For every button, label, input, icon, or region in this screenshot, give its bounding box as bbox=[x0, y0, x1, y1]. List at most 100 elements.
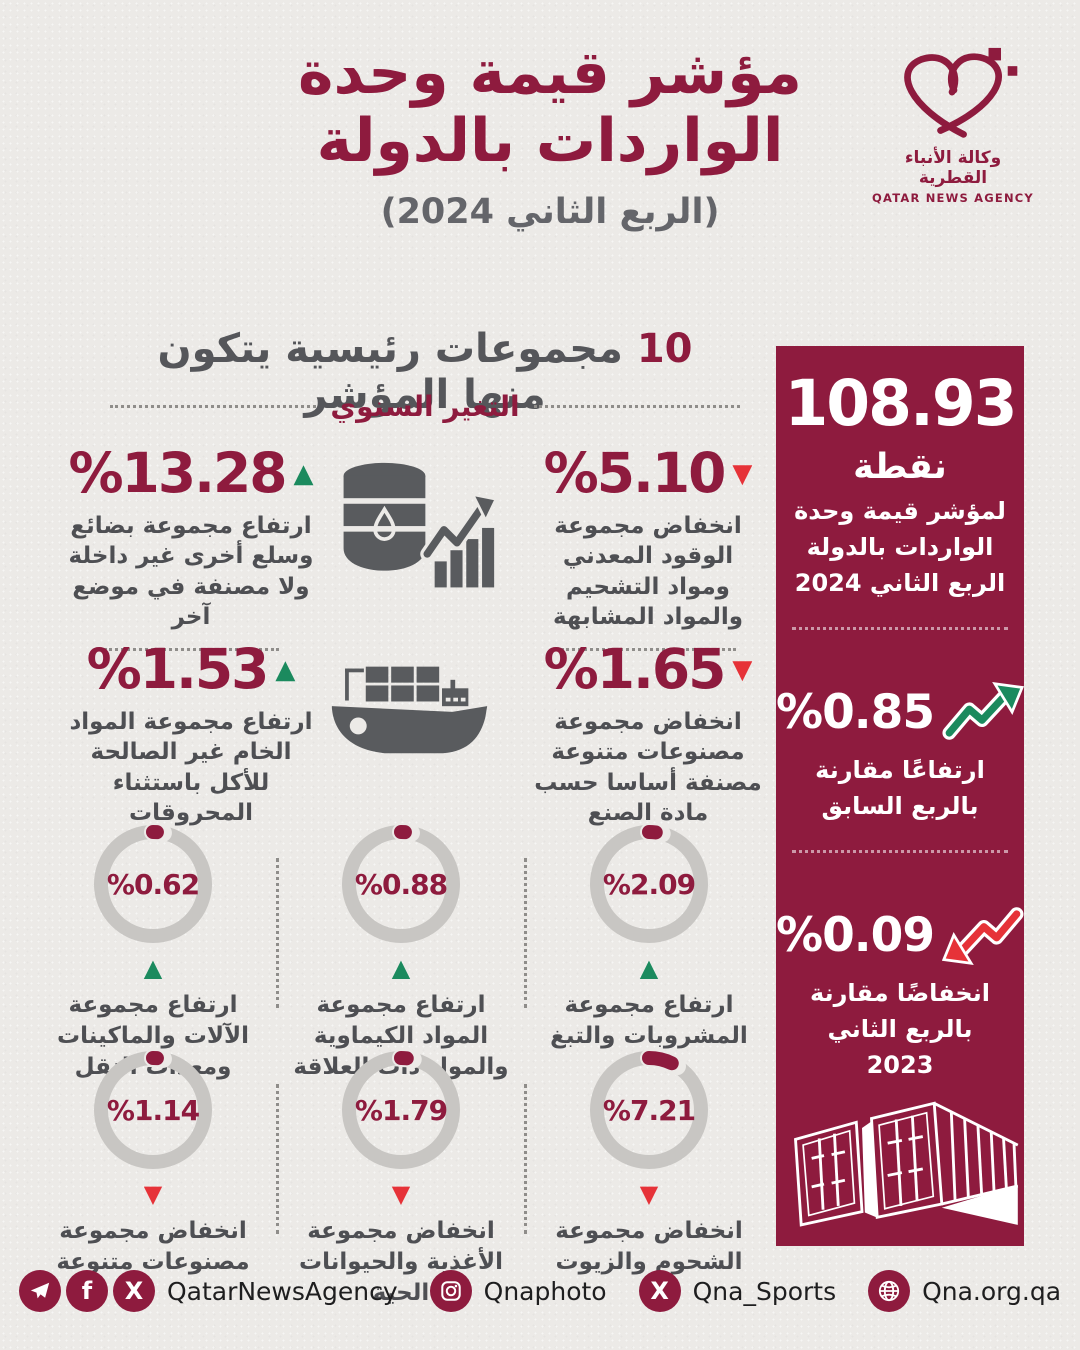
donut-label: ارتفاع مجموعة المشروبات والتبغ bbox=[550, 992, 748, 1050]
instagram-icon[interactable] bbox=[429, 1270, 472, 1312]
stat-other-goods: %13.28 ▲ ارتفاع مجموعة بضائع وسلع أخرى غ… bbox=[66, 446, 316, 652]
stat-number: %5.10 bbox=[543, 441, 727, 505]
donut-misc-manufactures: %1.14 ▼ انخفاض مجموعة مصنوعات متنوعة bbox=[38, 1044, 268, 1278]
dotted-line bbox=[533, 405, 741, 408]
handle-main[interactable]: QatarNewsAgency bbox=[166, 1276, 398, 1306]
yoy-change: %0.09 bbox=[776, 903, 1024, 967]
stat-label: ارتفاع مجموعة بضائع وسلع أخرى غير داخلة … bbox=[68, 513, 314, 631]
donut-food-animals: %1.79 ▼ انخفاض مجموعة الأغذية والحيوانات… bbox=[286, 1044, 516, 1309]
dotted-vertical-separator bbox=[276, 858, 279, 1008]
title-line-2: الواردات بالدولة bbox=[316, 105, 785, 176]
stat-raw-materials: %1.53 ▲ ارتفاع مجموعة المواد الخام غير ا… bbox=[66, 642, 316, 828]
dotted-separator bbox=[560, 648, 736, 652]
x-icon[interactable]: X bbox=[112, 1270, 155, 1312]
up-triangle-icon: ▲ bbox=[391, 954, 411, 982]
up-trend-arrow-icon bbox=[942, 682, 1024, 740]
stat-value: %1.53 ▲ bbox=[66, 642, 316, 697]
social-group-main[interactable]: f X QatarNewsAgency bbox=[18, 1270, 398, 1312]
donut-chart: %0.62 bbox=[87, 818, 219, 950]
donut-value: %1.14 bbox=[106, 1093, 200, 1127]
yoy-label: انخفاضًا مقارنة بالربع الثاني 2023 bbox=[810, 979, 990, 1079]
title-line-1: مؤشر قيمة وحدة bbox=[298, 38, 803, 108]
groups-count: 10 bbox=[636, 326, 693, 372]
donut-label: انخفاض مجموعة مصنوعات متنوعة bbox=[56, 1218, 250, 1276]
annual-change-label: التغير السنوي bbox=[330, 390, 520, 423]
dotted-separator bbox=[103, 648, 279, 652]
stat-number: %1.53 bbox=[86, 637, 270, 701]
stat-label: ارتفاع مجموعة المواد الخام غير الصالحة ل… bbox=[69, 709, 313, 827]
page-title: مؤشر قيمة وحدة الواردات بالدولة (الربع ا… bbox=[140, 38, 960, 232]
donut-chart: %1.79 bbox=[335, 1044, 467, 1176]
up-triangle-icon: ▲ bbox=[639, 954, 659, 982]
donut-value: %2.09 bbox=[602, 867, 696, 901]
up-triangle-icon: ▲ bbox=[293, 458, 314, 489]
x-icon[interactable]: X bbox=[638, 1270, 681, 1312]
handle-sports[interactable]: Qna_Sports bbox=[692, 1276, 837, 1306]
qoq-change: %0.85 bbox=[776, 680, 1024, 744]
dotted-vertical-separator bbox=[524, 858, 527, 1008]
stat-misc-manufactures-by-material: %1.65 ▼ انخفاض مجموعة مصنوعات متنوعة مصن… bbox=[528, 642, 768, 828]
groups-count-text: مجموعات رئيسية يتكون منها المؤشر bbox=[157, 326, 623, 418]
stat-mineral-fuel: %5.10 ▼ انخفاض مجموعة الوقود المعدني ومو… bbox=[528, 446, 768, 652]
index-value: 108.93 bbox=[784, 367, 1017, 440]
down-triangle-icon: ▼ bbox=[732, 654, 753, 685]
donut-value: %0.62 bbox=[106, 867, 200, 901]
stat-value: %13.28 ▲ bbox=[66, 446, 316, 501]
handle-instagram[interactable]: Qnaphoto bbox=[483, 1276, 607, 1306]
container-ship-icon bbox=[330, 662, 490, 776]
facebook-icon[interactable]: f bbox=[65, 1270, 108, 1312]
index-summary-panel: 108.93 نقطة لمؤشر قيمة وحدة الواردات بال… bbox=[776, 346, 1024, 1246]
social-icon-trio: f X bbox=[18, 1270, 155, 1312]
donut-chart: %0.88 bbox=[335, 818, 467, 950]
donut-fats-oils: %7.21 ▼ انخفاض مجموعة الشحوم والزيوت bbox=[534, 1044, 764, 1278]
dotted-vertical-separator bbox=[276, 1084, 279, 1234]
telegram-icon[interactable] bbox=[18, 1270, 61, 1312]
social-group-instagram[interactable]: Qnaphoto bbox=[429, 1270, 607, 1312]
logo-english-name: QATAR NEWS AGENCY bbox=[872, 191, 1034, 205]
donut-beverages-tobacco: %2.09 ▲ ارتفاع مجموعة المشروبات والتبغ bbox=[534, 818, 764, 1052]
annual-change-divider: التغير السنوي bbox=[110, 390, 741, 423]
index-unit: نقطة bbox=[853, 447, 947, 487]
oil-barrel-chart-icon bbox=[338, 452, 499, 606]
stat-value: %1.65 ▼ bbox=[528, 642, 768, 697]
shipping-containers-icon bbox=[794, 1101, 1019, 1227]
donut-chart: %1.14 bbox=[87, 1044, 219, 1176]
stat-number: %1.65 bbox=[543, 637, 727, 701]
up-triangle-icon: ▲ bbox=[143, 954, 163, 982]
donut-label: ارتفاع مجموعة المواد الكيماوية والمواد ذ… bbox=[293, 992, 509, 1081]
handle-website[interactable]: Qna.org.qa bbox=[922, 1276, 1062, 1306]
stat-label: انخفاض مجموعة الوقود المعدني ومواد التشح… bbox=[552, 513, 744, 631]
donut-value: %7.21 bbox=[602, 1093, 696, 1127]
donut-chart: %2.09 bbox=[583, 818, 715, 950]
dotted-separator bbox=[792, 627, 1008, 630]
dotted-line bbox=[110, 405, 317, 408]
down-triangle-icon: ▼ bbox=[639, 1180, 659, 1208]
down-triangle-icon: ▼ bbox=[143, 1180, 163, 1208]
down-trend-arrow-icon bbox=[942, 907, 1024, 965]
donut-label: انخفاض مجموعة الأغذية والحيوانات الحية bbox=[298, 1218, 504, 1307]
social-group-website[interactable]: Qna.org.qa bbox=[868, 1270, 1061, 1312]
logo-arabic-name: وكالة الأنباء القطرية bbox=[904, 148, 1002, 188]
up-triangle-icon: ▲ bbox=[275, 654, 296, 685]
stat-label: انخفاض مجموعة مصنوعات متنوعة مصنفة أساسا… bbox=[534, 709, 762, 827]
donut-chart: %7.21 bbox=[583, 1044, 715, 1176]
social-group-sports[interactable]: X Qna_Sports bbox=[638, 1270, 837, 1312]
title-subtitle: (الربع الثاني 2024) bbox=[380, 191, 720, 232]
down-triangle-icon: ▼ bbox=[391, 1180, 411, 1208]
dotted-separator bbox=[792, 850, 1008, 853]
donut-value: %0.88 bbox=[354, 867, 448, 901]
globe-icon[interactable] bbox=[868, 1270, 911, 1312]
donut-label: ارتفاع مجموعة الآلات والماكينات ومعدات ا… bbox=[56, 992, 250, 1081]
section-heading: 10 مجموعات رئيسية يتكون منها المؤشر bbox=[110, 326, 740, 418]
donut-value: %1.79 bbox=[354, 1093, 448, 1127]
stat-number: %13.28 bbox=[68, 441, 287, 505]
donut-label: انخفاض مجموعة الشحوم والزيوت bbox=[555, 1218, 743, 1276]
qna-heart-logo-icon bbox=[904, 47, 1018, 138]
donut-machinery: %0.62 ▲ ارتفاع مجموعة الآلات والماكينات … bbox=[38, 818, 268, 1083]
index-description: لمؤشر قيمة وحدة الواردات بالدولة الربع ا… bbox=[794, 497, 1006, 597]
donut-chemicals: %0.88 ▲ ارتفاع مجموعة المواد الكيماوية و… bbox=[286, 818, 516, 1083]
social-footer: f X QatarNewsAgency Qnaphoto X Qna_Sport… bbox=[0, 1270, 1080, 1312]
stat-value: %5.10 ▼ bbox=[528, 446, 768, 501]
qoq-label: ارتفاعًا مقارنة بالربع السابق bbox=[815, 756, 985, 820]
